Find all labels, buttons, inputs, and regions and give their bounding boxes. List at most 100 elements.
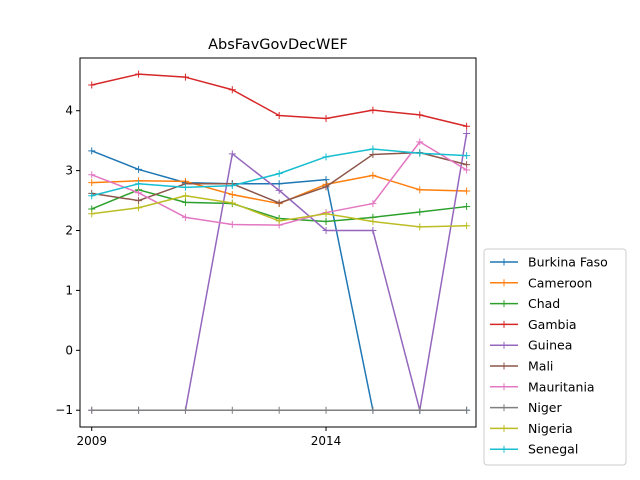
- legend-item: Guinea: [490, 338, 572, 353]
- data-point: [275, 406, 283, 414]
- data-point: [135, 189, 143, 197]
- series-senegal: [88, 145, 471, 200]
- legend-item: Senegal: [490, 442, 578, 457]
- data-point: [135, 204, 143, 212]
- series-layer: [88, 70, 471, 414]
- legend-label: Cameroon: [528, 275, 592, 290]
- chart-title: AbsFavGovDecWEF: [208, 37, 348, 53]
- y-tick-label: −1: [55, 403, 73, 417]
- data-point: [463, 187, 471, 195]
- data-point: [135, 406, 143, 414]
- legend-label: Mauritania: [528, 379, 595, 394]
- data-point: [135, 180, 143, 188]
- data-point: [275, 170, 283, 178]
- data-point: [181, 192, 189, 200]
- data-point: [416, 208, 424, 216]
- series-line: [91, 151, 467, 204]
- data-point: [228, 150, 236, 158]
- data-point: [322, 153, 330, 161]
- legend-marker: [500, 320, 508, 328]
- legend-marker: [500, 404, 508, 412]
- y-tick-label: 2: [65, 224, 73, 238]
- data-point: [181, 183, 189, 191]
- data-point: [181, 198, 189, 206]
- series-nigeria: [88, 192, 471, 231]
- data-point: [228, 406, 236, 414]
- legend-marker: [500, 279, 508, 287]
- data-point: [322, 183, 330, 191]
- data-point: [463, 122, 471, 130]
- legend-label: Guinea: [528, 338, 572, 353]
- legend-box: [483, 248, 627, 466]
- data-point: [88, 81, 96, 89]
- legend-label: Mali: [528, 359, 553, 374]
- data-point: [228, 86, 236, 94]
- y-axis: −1 0 1 2 3 4: [55, 104, 80, 417]
- legend-item: Nigeria: [490, 421, 573, 436]
- legend-item: Mali: [490, 359, 553, 374]
- series-gambia: [88, 70, 471, 130]
- data-point: [416, 186, 424, 194]
- data-point: [181, 406, 189, 414]
- data-point: [228, 221, 236, 229]
- data-point: [275, 112, 283, 120]
- data-point: [228, 191, 236, 199]
- data-point: [88, 406, 96, 414]
- data-point: [275, 186, 283, 194]
- legend-marker: [500, 300, 508, 308]
- data-point: [322, 115, 330, 123]
- plot-area: [79, 57, 477, 428]
- data-point: [463, 222, 471, 230]
- data-point: [463, 152, 471, 160]
- data-point: [275, 180, 283, 188]
- data-point: [135, 165, 143, 173]
- y-tick-label: 3: [65, 164, 73, 178]
- legend-label: Burkina Faso: [528, 255, 608, 270]
- legend-item: Chad: [490, 296, 560, 311]
- legend-marker: [500, 362, 508, 370]
- data-point: [416, 406, 424, 414]
- data-point: [369, 218, 377, 226]
- data-point: [228, 199, 236, 207]
- data-point: [88, 210, 96, 218]
- data-point: [88, 147, 96, 155]
- data-point: [135, 70, 143, 78]
- data-point: [369, 171, 377, 179]
- data-point: [275, 199, 283, 207]
- data-point: [463, 203, 471, 211]
- legend-label: Nigeria: [528, 421, 573, 436]
- series-mauritania: [88, 138, 471, 229]
- legend-marker: [500, 424, 508, 432]
- x-tick-label: 2009: [76, 434, 107, 448]
- data-point: [88, 171, 96, 179]
- data-point: [369, 145, 377, 153]
- legend-label: Gambia: [528, 317, 577, 332]
- legend-marker: [500, 445, 508, 453]
- data-point: [369, 106, 377, 114]
- data-point: [322, 406, 330, 414]
- legend-label: Niger: [528, 400, 562, 415]
- legend-label: Chad: [528, 296, 560, 311]
- data-point: [181, 73, 189, 81]
- data-point: [322, 227, 330, 235]
- data-point: [135, 197, 143, 205]
- data-point: [369, 406, 377, 414]
- legend-item: Niger: [490, 400, 562, 415]
- legend-item: Burkina Faso: [490, 255, 608, 270]
- x-tick-label: 2014: [311, 434, 342, 448]
- data-point: [416, 111, 424, 119]
- data-point: [88, 192, 96, 200]
- data-point: [228, 182, 236, 190]
- y-tick-label: 1: [65, 283, 73, 297]
- data-point: [369, 227, 377, 235]
- legend-item: Mauritania: [490, 379, 595, 394]
- legend-marker: [500, 383, 508, 391]
- data-point: [181, 213, 189, 221]
- legend-marker: [500, 258, 508, 266]
- legend-label: Senegal: [528, 442, 578, 457]
- y-tick-label: 4: [65, 104, 73, 118]
- data-point: [88, 179, 96, 187]
- series-mali: [88, 149, 471, 207]
- data-point: [322, 210, 330, 218]
